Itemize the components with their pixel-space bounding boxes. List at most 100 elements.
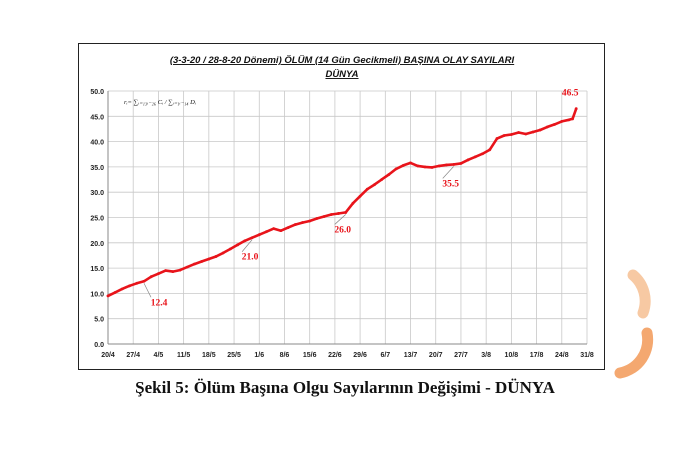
x-tick-label: 29/6 (353, 352, 367, 359)
data-point (344, 211, 348, 214)
x-tick-label: 20/4 (101, 352, 115, 359)
data-point (106, 294, 110, 298)
data-point (214, 255, 218, 258)
data-point (509, 133, 513, 136)
data-point (157, 272, 160, 276)
chart-title: (3-3-20 / 28-8-20 Dönemi) ÖLÜM (14 Gün G… (170, 55, 515, 66)
y-tick-label: 45.0 (90, 114, 104, 121)
data-point (423, 165, 427, 169)
data-point (452, 162, 456, 166)
x-tick-label: 31/8 (580, 352, 594, 359)
data-point (329, 213, 333, 216)
data-point (265, 230, 268, 234)
chart-svg: (3-3-20 / 28-8-20 Dönemi) ÖLÜM (14 Gün G… (90, 55, 594, 359)
data-point (560, 119, 564, 123)
figure-caption: Şekil 5: Ölüm Başına Olgu Sayılarının De… (135, 378, 555, 397)
data-point (164, 269, 168, 273)
data-point (178, 268, 182, 272)
x-tick-label: 27/4 (126, 352, 140, 359)
data-point (250, 236, 254, 240)
data-point (387, 173, 391, 176)
y-tick-label: 25.0 (90, 216, 104, 223)
data-point (121, 287, 124, 291)
y-tick-label: 40.0 (90, 140, 104, 147)
data-point (113, 290, 117, 294)
data-point (409, 161, 412, 165)
data-point (358, 194, 362, 198)
data-point (459, 161, 463, 165)
x-tick-label: 15/6 (303, 352, 317, 359)
x-tick-label: 17/8 (530, 352, 544, 359)
data-point (365, 187, 369, 191)
data-label: 26.0 (334, 225, 351, 235)
data-point (207, 257, 211, 261)
data-point (567, 118, 571, 122)
data-point (200, 260, 204, 263)
x-tick-label: 24/8 (555, 352, 569, 359)
data-point (517, 131, 520, 134)
data-point (171, 270, 175, 274)
data-point (488, 148, 492, 152)
data-point (286, 226, 290, 230)
y-tick-label: 20.0 (90, 241, 104, 248)
data-point (243, 239, 247, 243)
data-label: 21.0 (242, 253, 259, 263)
watermark-logo (614, 269, 654, 379)
x-tick-label: 10/8 (505, 352, 519, 359)
data-point (466, 158, 470, 162)
x-tick-label: 1/6 (254, 352, 264, 359)
data-point (337, 212, 340, 215)
annotation-leader (241, 239, 253, 252)
y-tick-label: 50.0 (90, 89, 104, 96)
data-point (430, 166, 434, 169)
data-point (437, 164, 441, 168)
data-point (502, 134, 506, 137)
x-tick-label: 13/7 (404, 352, 418, 359)
y-tick-label: 15.0 (90, 266, 104, 273)
data-point (380, 178, 384, 181)
y-tick-label: 10.0 (90, 291, 104, 298)
data-point (574, 107, 578, 111)
data-label: 12.4 (151, 298, 168, 308)
data-point (401, 163, 405, 167)
data-point (538, 128, 542, 132)
data-point (351, 201, 355, 205)
x-tick-label: 6/7 (380, 352, 390, 359)
annotation-leader (334, 214, 346, 225)
annotation-leader (442, 166, 455, 179)
data-point (416, 164, 420, 168)
formula-label: rᵢ= ∑ᵢ₌₁₃ᵢ₋₂₆ Cᵢ / ∑ᵢ₌₁ᵢ₋₁₄ Dᵢ (124, 99, 196, 106)
x-tick-label: 20/7 (429, 352, 443, 359)
data-point (257, 233, 261, 237)
x-tick-label: 8/6 (280, 352, 290, 359)
data-point (221, 251, 225, 255)
data-point (524, 132, 528, 136)
y-tick-label: 35.0 (90, 165, 104, 172)
data-point (308, 219, 312, 223)
data-point (315, 217, 319, 220)
data-point (322, 215, 326, 218)
y-tick-label: 0.0 (94, 342, 104, 349)
data-label: 46.5 (562, 89, 579, 99)
data-label: 35.5 (442, 179, 459, 189)
data-point (135, 281, 139, 285)
chart-subtitle: DÜNYA (325, 69, 358, 80)
x-tick-label: 27/7 (454, 352, 468, 359)
data-point (236, 243, 240, 247)
x-tick-label: 3/8 (481, 352, 491, 359)
data-point (229, 247, 232, 251)
data-point (531, 130, 535, 134)
data-point (193, 262, 196, 266)
x-tick-label: 25/5 (227, 352, 241, 359)
data-point (545, 125, 549, 129)
chart-frame: (3-3-20 / 28-8-20 Dönemi) ÖLÜM (14 Gün G… (78, 43, 605, 370)
data-point (473, 155, 477, 159)
data-point (373, 183, 376, 187)
data-point (128, 284, 132, 288)
data-point (553, 122, 556, 126)
data-point (142, 279, 146, 283)
data-point (185, 265, 189, 269)
data-point (272, 227, 276, 231)
data-point (301, 221, 304, 224)
data-point (149, 275, 153, 279)
